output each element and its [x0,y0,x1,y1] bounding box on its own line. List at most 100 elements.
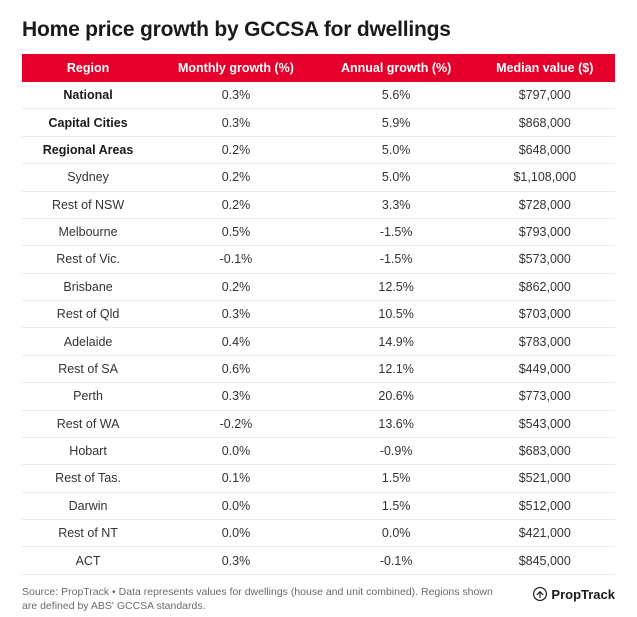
table-row: Rest of NSW0.2%3.3%$728,000 [22,191,615,218]
cell-region: National [22,82,154,109]
chart-title: Home price growth by GCCSA for dwellings [22,18,615,42]
cell-region: Melbourne [22,218,154,245]
table-row: Capital Cities0.3%5.9%$868,000 [22,109,615,136]
col-monthly: Monthly growth (%) [154,54,318,82]
cell-median: $797,000 [475,82,615,109]
cell-monthly: 0.0% [154,437,318,464]
table-row: Darwin0.0%1.5%$512,000 [22,492,615,519]
cell-annual: 13.6% [318,410,475,437]
cell-region: Rest of Qld [22,301,154,328]
cell-median: $1,108,000 [475,164,615,191]
cell-annual: 5.6% [318,82,475,109]
cell-median: $449,000 [475,355,615,382]
cell-monthly: 0.0% [154,520,318,547]
cell-annual: 3.3% [318,191,475,218]
footer: Source: PropTrack • Data represents valu… [22,585,615,613]
table-row: Rest of Qld0.3%10.5%$703,000 [22,301,615,328]
up-arrow-icon [533,587,547,601]
cell-region: Rest of NSW [22,191,154,218]
cell-median: $728,000 [475,191,615,218]
cell-monthly: 0.4% [154,328,318,355]
table-row: Rest of NT0.0%0.0%$421,000 [22,520,615,547]
cell-annual: 5.0% [318,136,475,163]
cell-monthly: 0.2% [154,164,318,191]
table-row: Adelaide0.4%14.9%$783,000 [22,328,615,355]
cell-monthly: 0.0% [154,492,318,519]
cell-median: $573,000 [475,246,615,273]
table-row: National0.3%5.6%$797,000 [22,82,615,109]
cell-median: $773,000 [475,383,615,410]
cell-region: Rest of Vic. [22,246,154,273]
cell-median: $512,000 [475,492,615,519]
cell-region: Rest of WA [22,410,154,437]
cell-median: $868,000 [475,109,615,136]
table-row: Sydney0.2%5.0%$1,108,000 [22,164,615,191]
table-row: Rest of Vic.-0.1%-1.5%$573,000 [22,246,615,273]
table-row: Rest of Tas.0.1%1.5%$521,000 [22,465,615,492]
cell-annual: 14.9% [318,328,475,355]
cell-monthly: 0.2% [154,273,318,300]
cell-median: $543,000 [475,410,615,437]
cell-annual: -1.5% [318,246,475,273]
cell-monthly: -0.1% [154,246,318,273]
cell-median: $703,000 [475,301,615,328]
cell-region: Rest of NT [22,520,154,547]
cell-region: Regional Areas [22,136,154,163]
cell-annual: -0.1% [318,547,475,574]
cell-region: Perth [22,383,154,410]
cell-region: Sydney [22,164,154,191]
cell-region: Hobart [22,437,154,464]
cell-annual: 5.9% [318,109,475,136]
cell-monthly: 0.3% [154,383,318,410]
table-row: Rest of WA-0.2%13.6%$543,000 [22,410,615,437]
cell-monthly: 0.2% [154,136,318,163]
cell-region: Adelaide [22,328,154,355]
cell-median: $421,000 [475,520,615,547]
cell-annual: 5.0% [318,164,475,191]
cell-annual: 1.5% [318,492,475,519]
cell-monthly: 0.1% [154,465,318,492]
cell-median: $683,000 [475,437,615,464]
cell-region: Rest of Tas. [22,465,154,492]
cell-annual: -1.5% [318,218,475,245]
table-row: Regional Areas0.2%5.0%$648,000 [22,136,615,163]
table-row: Rest of SA0.6%12.1%$449,000 [22,355,615,382]
cell-median: $793,000 [475,218,615,245]
col-region: Region [22,54,154,82]
table-row: Perth0.3%20.6%$773,000 [22,383,615,410]
cell-annual: 10.5% [318,301,475,328]
cell-annual: 12.1% [318,355,475,382]
table-header: Region Monthly growth (%) Annual growth … [22,54,615,82]
growth-table: Region Monthly growth (%) Annual growth … [22,54,615,575]
table-row: Hobart0.0%-0.9%$683,000 [22,437,615,464]
table-row: Brisbane0.2%12.5%$862,000 [22,273,615,300]
cell-region: Capital Cities [22,109,154,136]
cell-region: ACT [22,547,154,574]
brand-name: PropTrack [551,587,615,602]
cell-monthly: 0.6% [154,355,318,382]
cell-annual: -0.9% [318,437,475,464]
table-row: ACT0.3%-0.1%$845,000 [22,547,615,574]
table-body: National0.3%5.6%$797,000Capital Cities0.… [22,82,615,574]
cell-median: $521,000 [475,465,615,492]
cell-annual: 1.5% [318,465,475,492]
data-table-card: Home price growth by GCCSA for dwellings… [0,0,637,617]
cell-region: Rest of SA [22,355,154,382]
cell-monthly: 0.5% [154,218,318,245]
source-note: Source: PropTrack • Data represents valu… [22,585,502,613]
cell-monthly: 0.3% [154,547,318,574]
cell-median: $845,000 [475,547,615,574]
col-annual: Annual growth (%) [318,54,475,82]
cell-annual: 20.6% [318,383,475,410]
col-median: Median value ($) [475,54,615,82]
brand-badge: PropTrack [533,587,615,602]
table-row: Melbourne0.5%-1.5%$793,000 [22,218,615,245]
cell-monthly: 0.3% [154,82,318,109]
cell-monthly: 0.3% [154,109,318,136]
cell-annual: 12.5% [318,273,475,300]
cell-median: $648,000 [475,136,615,163]
cell-median: $862,000 [475,273,615,300]
cell-monthly: 0.2% [154,191,318,218]
cell-monthly: 0.3% [154,301,318,328]
cell-median: $783,000 [475,328,615,355]
